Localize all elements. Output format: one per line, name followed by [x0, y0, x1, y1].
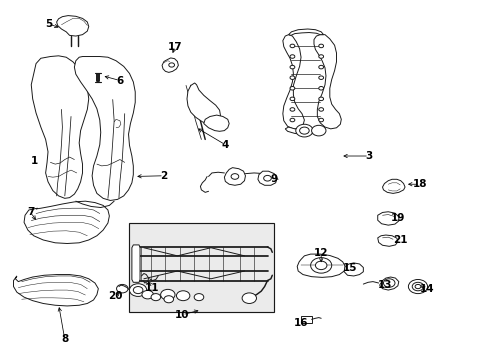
Polygon shape: [162, 58, 178, 72]
Polygon shape: [186, 83, 220, 124]
Text: 12: 12: [313, 248, 328, 258]
Circle shape: [315, 261, 326, 270]
Text: 3: 3: [365, 151, 372, 161]
Text: 7: 7: [27, 207, 34, 217]
Polygon shape: [31, 56, 89, 198]
Text: 8: 8: [61, 334, 68, 345]
Text: 11: 11: [145, 283, 160, 293]
Circle shape: [194, 294, 203, 301]
Text: 9: 9: [270, 174, 277, 184]
Polygon shape: [257, 171, 277, 185]
Circle shape: [311, 125, 325, 136]
Circle shape: [318, 118, 323, 122]
Polygon shape: [57, 15, 89, 36]
Circle shape: [289, 108, 294, 111]
Polygon shape: [14, 275, 98, 306]
Circle shape: [163, 296, 173, 303]
Polygon shape: [377, 235, 397, 246]
Polygon shape: [282, 35, 304, 129]
Circle shape: [318, 86, 323, 90]
Text: 1: 1: [31, 156, 38, 166]
Circle shape: [231, 174, 238, 179]
Polygon shape: [379, 277, 398, 290]
Text: 10: 10: [175, 310, 189, 320]
Polygon shape: [224, 168, 245, 185]
Circle shape: [289, 86, 294, 90]
Text: 14: 14: [419, 284, 434, 294]
Text: 17: 17: [167, 42, 182, 51]
Circle shape: [411, 282, 423, 291]
Polygon shape: [132, 245, 140, 282]
Circle shape: [407, 279, 427, 294]
Text: 16: 16: [293, 318, 307, 328]
Polygon shape: [285, 127, 325, 134]
Circle shape: [318, 55, 323, 58]
Polygon shape: [203, 115, 229, 131]
Circle shape: [289, 76, 294, 80]
Circle shape: [318, 44, 323, 48]
Polygon shape: [297, 254, 345, 277]
Circle shape: [318, 97, 323, 100]
Circle shape: [242, 293, 256, 303]
Circle shape: [383, 279, 394, 287]
Text: 18: 18: [412, 179, 427, 189]
Circle shape: [310, 258, 331, 273]
Text: 13: 13: [377, 280, 391, 290]
Text: 5: 5: [45, 19, 53, 29]
Text: 15: 15: [342, 263, 356, 273]
Circle shape: [151, 294, 160, 301]
Circle shape: [295, 124, 312, 137]
Circle shape: [116, 284, 128, 293]
Circle shape: [318, 108, 323, 111]
Circle shape: [289, 66, 294, 69]
Polygon shape: [24, 201, 109, 243]
FancyBboxPatch shape: [129, 223, 274, 312]
Circle shape: [142, 291, 153, 299]
Text: 6: 6: [116, 76, 123, 86]
Circle shape: [160, 289, 175, 300]
Polygon shape: [301, 316, 311, 323]
Circle shape: [289, 97, 294, 100]
Text: 19: 19: [390, 213, 404, 223]
Circle shape: [318, 66, 323, 69]
Circle shape: [414, 284, 420, 289]
Text: 2: 2: [160, 171, 167, 181]
Polygon shape: [382, 179, 404, 193]
Polygon shape: [344, 263, 363, 276]
Circle shape: [289, 118, 294, 122]
Polygon shape: [288, 29, 323, 35]
Polygon shape: [74, 57, 135, 201]
Circle shape: [168, 63, 174, 67]
Polygon shape: [377, 212, 398, 225]
Circle shape: [129, 284, 146, 296]
Circle shape: [176, 291, 189, 301]
Circle shape: [133, 287, 142, 294]
Polygon shape: [313, 35, 341, 129]
Circle shape: [289, 44, 294, 48]
Circle shape: [263, 175, 271, 181]
Text: 20: 20: [108, 292, 122, 301]
Text: 21: 21: [392, 235, 407, 245]
Circle shape: [299, 127, 308, 134]
Text: 4: 4: [221, 140, 228, 150]
Circle shape: [318, 76, 323, 80]
Circle shape: [289, 55, 294, 58]
